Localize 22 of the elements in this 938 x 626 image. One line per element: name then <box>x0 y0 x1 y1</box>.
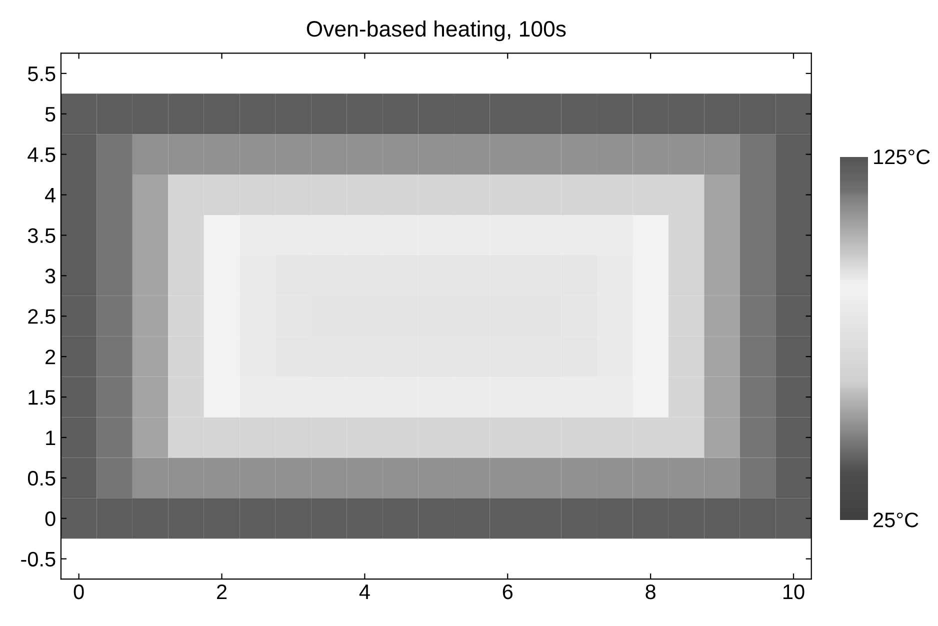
y-tick-label: 0.5 <box>28 470 56 486</box>
color-bar-label: 25°C <box>874 512 918 528</box>
y-tick-label: 2 <box>46 350 56 364</box>
y-tick-label: 4.5 <box>28 148 56 162</box>
chart-title: Oven-based heating, 100s <box>306 20 566 42</box>
x-tick-label: 6 <box>502 584 513 600</box>
y-tick-label: 3 <box>45 268 56 284</box>
x-tick-label: 4 <box>359 584 370 600</box>
x-tick-label: 10 <box>784 584 804 600</box>
y-tick-label: 0 <box>45 511 56 526</box>
y-tick-label: 1.5 <box>28 390 56 405</box>
y-tick-label: 2.5 <box>28 309 56 324</box>
color-bar-label: 125°C <box>874 150 930 164</box>
y-tick-label: 3.5 <box>28 228 56 243</box>
y-tick-label: -0.5 <box>21 552 56 567</box>
x-tick-label: 0 <box>74 584 84 600</box>
y-tick-label: 5.5 <box>28 66 56 82</box>
x-tick-label: 8 <box>646 584 656 600</box>
y-tick-label: 5 <box>45 107 56 122</box>
y-tick-label: 4 <box>45 188 56 202</box>
y-tick-label: 1 <box>46 430 56 446</box>
x-tick-label: 2 <box>217 584 227 600</box>
